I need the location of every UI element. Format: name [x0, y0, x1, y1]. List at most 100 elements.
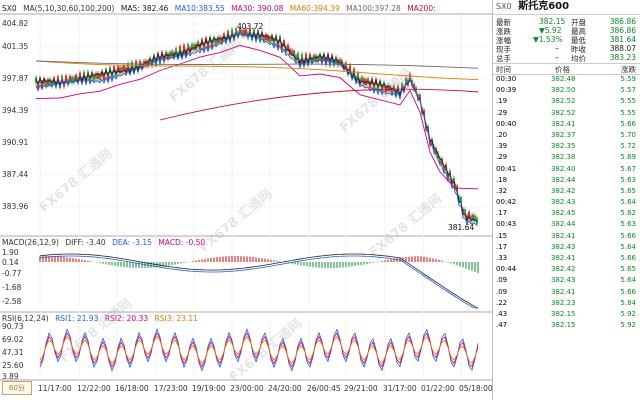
candle-body	[385, 85, 387, 92]
rsi3-value: RSI3: 23.11	[154, 314, 198, 323]
tick-price: 382.40	[551, 164, 576, 173]
candle-body	[333, 60, 335, 67]
candle-body	[474, 215, 476, 222]
kline-chart[interactable]	[0, 0, 492, 400]
candle-body	[247, 32, 249, 39]
candle-body	[121, 66, 123, 73]
candle-body	[468, 211, 470, 218]
x-axis-label: 26/00:45	[307, 384, 341, 393]
macd-diff: DIFF: -3.40	[65, 238, 106, 247]
chart-area[interactable]: SX0 MA(5,10,30,60,100,200) MA5: 382.46 M…	[0, 0, 493, 400]
tick-price: 382.50	[551, 86, 576, 95]
candle-body	[163, 55, 165, 62]
candle-body	[185, 49, 187, 56]
tick-row: .09 382.43 5.64	[493, 276, 640, 287]
candle-body	[153, 54, 155, 61]
value-total-volume: –	[555, 53, 559, 62]
candle-body	[315, 55, 317, 62]
rsi-axis-label: 47.31	[2, 348, 24, 357]
tick-price: 382.44	[551, 175, 576, 184]
candle-body	[413, 84, 415, 91]
label-open: 开盘	[571, 18, 586, 27]
value-low: 381.64	[609, 35, 636, 44]
candle-body	[47, 79, 49, 86]
tick-price: 382.41	[551, 287, 576, 296]
candle-body	[472, 214, 474, 221]
candle-body	[273, 39, 275, 46]
tick-price: 382.45	[551, 209, 576, 218]
candle-body	[35, 77, 37, 84]
value-current-volume: –	[555, 44, 559, 53]
tick-row: 00:39 382.50 5.57	[493, 86, 640, 97]
value-avg-price: 383.23	[609, 53, 636, 62]
candle-body	[323, 53, 325, 60]
candle-body	[331, 54, 333, 61]
candle-body	[441, 158, 443, 165]
value-change: ▼5.92	[539, 26, 562, 35]
candle-body	[409, 73, 411, 80]
candle-body	[175, 48, 177, 55]
tick-row: 00:41 382.40 5.67	[493, 165, 640, 176]
candle-body	[263, 35, 265, 42]
tick-change: 5.64	[620, 198, 636, 207]
candle-body	[149, 57, 151, 64]
candle-body	[261, 31, 263, 38]
x-axis-label: 12/22:00	[77, 384, 111, 393]
tick-price: 382.41	[551, 119, 576, 128]
candle-body	[157, 52, 159, 59]
tick-change: 5.57	[620, 86, 636, 95]
rsi-axis-label: 90.73	[2, 322, 24, 331]
tick-price: 382.15	[551, 321, 576, 330]
candle-body	[387, 84, 389, 91]
tick-change: 5.92	[620, 309, 636, 318]
candle-body	[389, 85, 391, 92]
macd-value: MACD: -0.50	[158, 238, 206, 247]
ma-title: MA(5,10,30,60,100,200)	[23, 4, 115, 13]
rsi-legend: RSI(6,12,24) RSI1: 21.93 RSI2: 20.33 RSI…	[2, 314, 202, 323]
value-prev-close: 388.07	[609, 44, 636, 53]
candle-body	[103, 74, 105, 81]
tick-row: .15 382.41 5.66	[493, 232, 640, 243]
candle-body	[235, 28, 237, 35]
candle-body	[291, 49, 293, 56]
candle-body	[363, 78, 365, 85]
candle-body	[269, 36, 271, 43]
candle-body	[205, 37, 207, 44]
period-selector[interactable]: 60分	[2, 381, 32, 395]
x-axis-label: 05/18:00	[459, 384, 493, 393]
candle-body	[125, 67, 127, 74]
label-prev-close: 昨收	[571, 45, 586, 54]
candle-body	[51, 80, 53, 87]
ma200-line	[159, 88, 479, 121]
tick-row: .22 382.23 5.84	[493, 299, 640, 310]
label-total-volume: 总手	[496, 54, 511, 63]
candle-body	[433, 146, 435, 153]
macd-title: MACD(26,12,9)	[2, 238, 59, 247]
macd-legend: MACD(26,12,9) DIFF: -3.40 DEA: -3.15 MAC…	[2, 238, 209, 247]
candle-body	[171, 50, 173, 57]
candle-body	[181, 51, 183, 58]
ma30-value: MA30: 390.08	[231, 4, 284, 13]
candle-body	[213, 36, 215, 43]
label-latest: 最新	[496, 18, 511, 27]
candle-body	[470, 215, 472, 222]
tick-price: 382.52	[551, 108, 576, 117]
macd-diff-line	[39, 253, 479, 309]
rsi2-value: RSI2: 20.33	[104, 314, 149, 323]
candle-body	[271, 34, 273, 41]
candle-body	[41, 82, 43, 89]
tick-time: 00:30	[496, 75, 517, 83]
symbol-code-label: SX0	[2, 4, 17, 13]
candle-body	[293, 50, 295, 57]
candle-body	[93, 74, 95, 81]
price-axis-label: 387.44	[2, 170, 29, 179]
candle-body	[145, 60, 147, 67]
tick-list[interactable]: 00:30 382.48 5.59 00:39 382.50 5.57 .19 382.52 5…	[493, 75, 640, 332]
candle-body	[391, 87, 393, 94]
candle-body	[43, 77, 45, 84]
x-axis-label: 31/17:00	[383, 384, 417, 393]
candle-body	[241, 29, 243, 36]
rsi1-value: RSI1: 21.93	[55, 314, 99, 323]
tick-price: 382.44	[551, 220, 576, 229]
price-axis-label: 383.96	[2, 202, 29, 211]
